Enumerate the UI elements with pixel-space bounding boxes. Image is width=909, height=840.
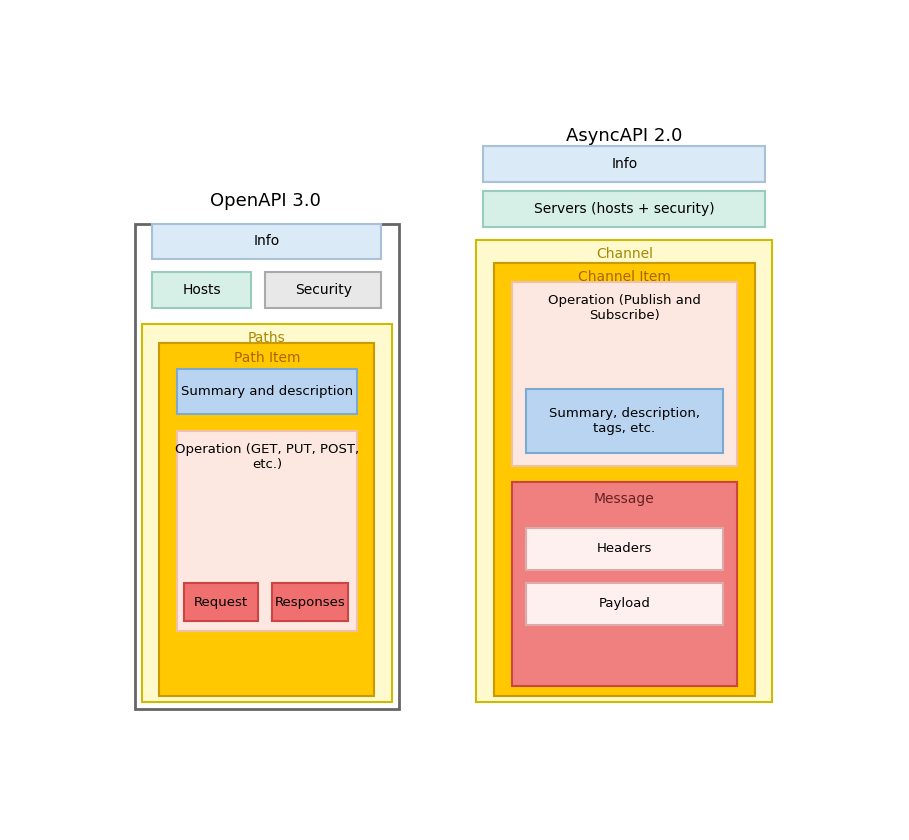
Text: Hosts: Hosts: [183, 283, 221, 297]
FancyBboxPatch shape: [525, 583, 723, 625]
FancyBboxPatch shape: [177, 431, 356, 631]
FancyBboxPatch shape: [512, 282, 737, 466]
Text: AsyncAPI 2.0: AsyncAPI 2.0: [566, 128, 683, 145]
FancyBboxPatch shape: [484, 146, 765, 181]
FancyBboxPatch shape: [184, 583, 258, 622]
FancyBboxPatch shape: [265, 272, 382, 307]
Text: Payload: Payload: [598, 597, 650, 610]
Text: Request: Request: [194, 596, 248, 608]
FancyBboxPatch shape: [525, 389, 723, 454]
FancyBboxPatch shape: [159, 344, 375, 696]
FancyBboxPatch shape: [153, 223, 382, 260]
Text: Summary and description: Summary and description: [181, 386, 353, 398]
Text: Summary, description,
tags, etc.: Summary, description, tags, etc.: [549, 407, 700, 435]
FancyBboxPatch shape: [512, 482, 737, 686]
FancyBboxPatch shape: [272, 583, 348, 622]
FancyBboxPatch shape: [525, 528, 723, 570]
Text: Path Item: Path Item: [234, 350, 300, 365]
Text: Message: Message: [594, 491, 654, 506]
Text: Servers (hosts + security): Servers (hosts + security): [534, 202, 714, 216]
FancyBboxPatch shape: [484, 192, 765, 227]
FancyBboxPatch shape: [153, 272, 251, 307]
FancyBboxPatch shape: [177, 370, 356, 414]
Text: OpenAPI 3.0: OpenAPI 3.0: [210, 192, 321, 210]
Text: Security: Security: [295, 283, 352, 297]
Text: Channel: Channel: [596, 247, 653, 261]
Text: Paths: Paths: [248, 331, 285, 345]
Text: Operation (Publish and
Subscribe): Operation (Publish and Subscribe): [548, 294, 701, 322]
Text: Info: Info: [254, 234, 280, 249]
Text: Channel Item: Channel Item: [578, 270, 671, 284]
FancyBboxPatch shape: [494, 262, 754, 696]
FancyBboxPatch shape: [476, 240, 773, 702]
Text: Responses: Responses: [275, 596, 345, 608]
Text: Info: Info: [611, 157, 637, 171]
FancyBboxPatch shape: [135, 223, 399, 709]
Text: Headers: Headers: [596, 542, 652, 555]
FancyBboxPatch shape: [142, 324, 392, 702]
Text: Operation (GET, PUT, POST,
etc.): Operation (GET, PUT, POST, etc.): [175, 443, 359, 470]
